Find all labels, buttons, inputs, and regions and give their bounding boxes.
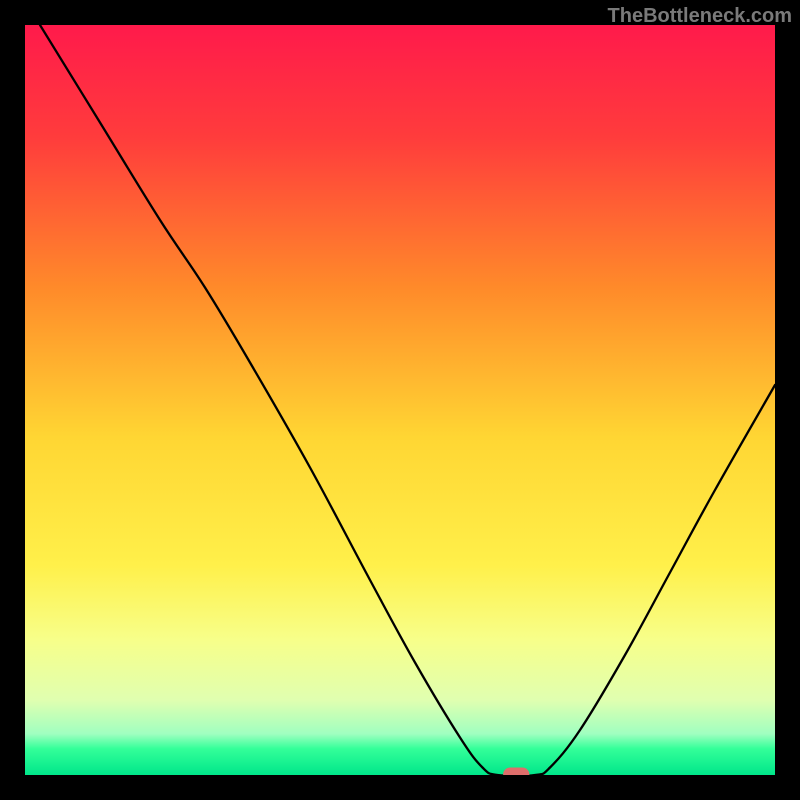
chart-container: TheBottleneck.com: [0, 0, 800, 800]
gradient-background: [25, 25, 775, 775]
optimal-marker: [503, 768, 529, 776]
plot-area: [25, 25, 775, 775]
